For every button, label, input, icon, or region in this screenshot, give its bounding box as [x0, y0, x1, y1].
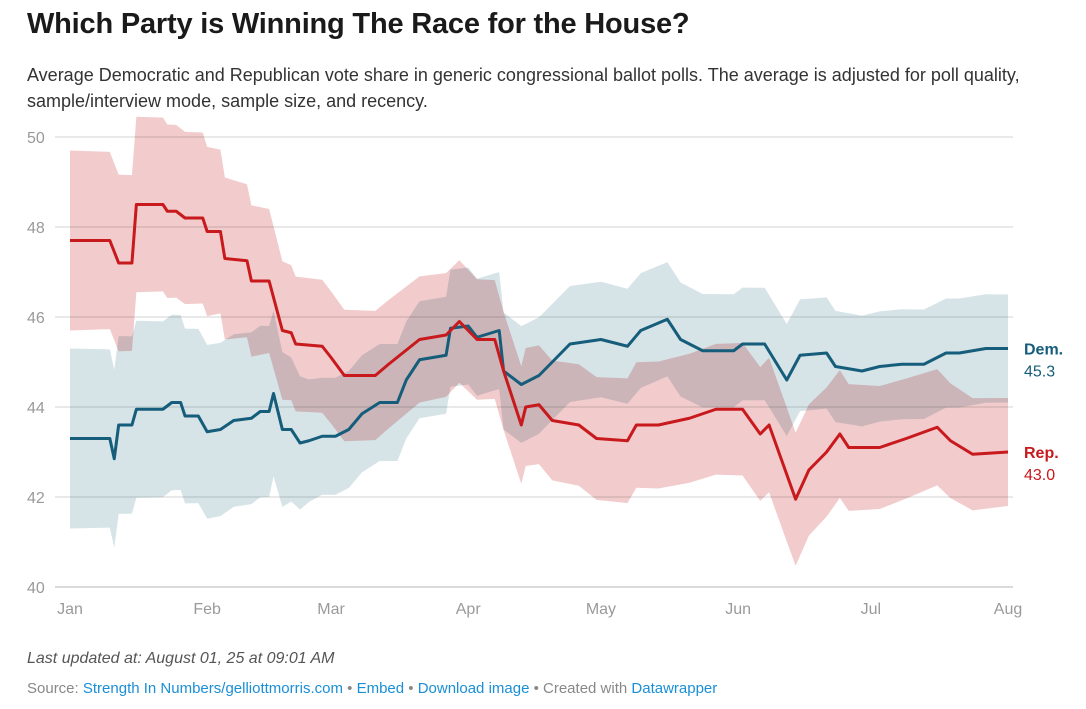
datawrapper-link[interactable]: Datawrapper [631, 680, 718, 697]
y-tick-label: 46 [27, 310, 45, 327]
x-tick-label: Jan [57, 601, 83, 618]
embed-link[interactable]: Embed [356, 680, 405, 697]
download-image-link[interactable]: Download image [417, 680, 530, 697]
last-updated: Last updated at: August 01, 25 at 09:01 … [27, 650, 335, 667]
y-tick-label: 44 [27, 400, 45, 417]
y-tick-label: 50 [27, 130, 45, 147]
separator: • [342, 680, 357, 697]
series-label: Dem. [1024, 342, 1063, 359]
separator: • [404, 680, 418, 697]
created-with-text: • Created with [529, 680, 632, 697]
series-end-value: 43.0 [1024, 467, 1055, 484]
series-line-rep [70, 203, 1009, 501]
source-line: Source: Strength In Numbers/gelliottmorr… [27, 680, 717, 697]
x-tick-label: Jul [861, 601, 881, 618]
y-tick-label: 42 [27, 490, 45, 507]
source-link[interactable]: Strength In Numbers/gelliottmorris.com [82, 680, 343, 697]
x-tick-label: Aug [994, 601, 1022, 618]
x-tick-label: Feb [193, 601, 221, 618]
series-label: Rep. [1024, 445, 1059, 462]
line-chart: 40 42 44 46 48 50 Jan Feb Mar Apr May Jun Jul Aug Dem… [27, 116, 1063, 618]
x-tick-label: Mar [317, 601, 345, 618]
uncertainty-band-rep [70, 116, 1008, 566]
y-tick-label: 48 [27, 220, 45, 237]
x-tick-label: May [586, 601, 616, 618]
x-tick-label: Apr [456, 601, 482, 618]
y-tick-label: 40 [27, 580, 45, 597]
x-tick-label: Jun [725, 601, 751, 618]
series-end-value: 45.3 [1024, 364, 1055, 381]
chart-title: Which Party is Winning The Race for the … [27, 8, 690, 40]
chart-subtitle: Average Democratic and Republican vote s… [27, 65, 1020, 111]
source-label: Source: [27, 680, 79, 697]
series-line-dem [70, 317, 1008, 461]
